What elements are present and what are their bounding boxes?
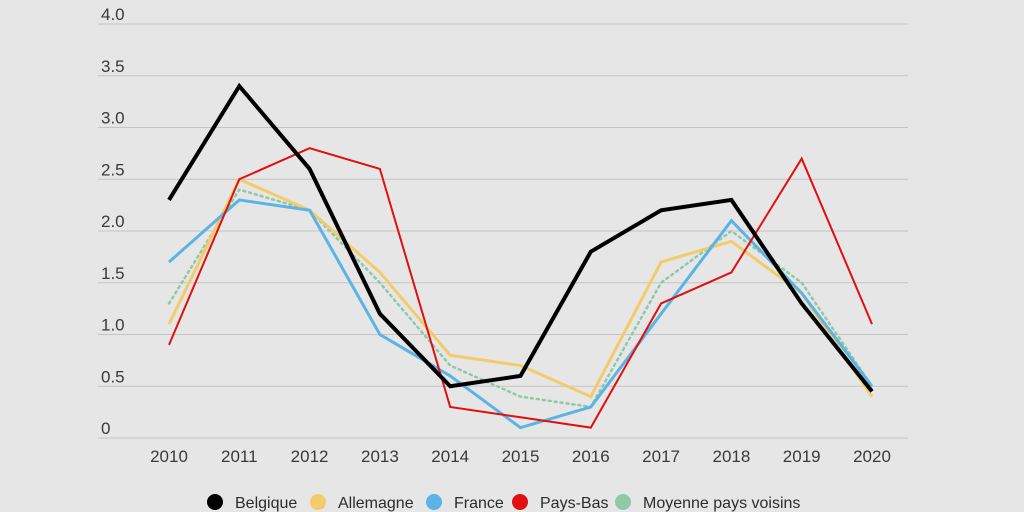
legend-label: Allemagne bbox=[338, 495, 414, 512]
x-tick-label: 2014 bbox=[431, 447, 469, 466]
legend-marker bbox=[207, 494, 223, 510]
legend-marker bbox=[310, 494, 326, 510]
y-tick-label: 0.5 bbox=[101, 367, 125, 386]
y-tick-label: 2.5 bbox=[101, 160, 125, 179]
legend-label: Pays-Bas bbox=[540, 495, 608, 512]
series-line-moyenne-pays-voisins bbox=[167, 188, 874, 409]
y-tick-label: 4.0 bbox=[101, 5, 125, 24]
legend-label: Moyenne pays voisins bbox=[643, 495, 800, 512]
x-axis-tick-labels: 2010 2011 2012 2013 2014 2015 2016 2017 2018 2019… bbox=[150, 447, 891, 466]
series-line-france bbox=[168, 198, 874, 430]
x-tick-label: 2010 bbox=[150, 447, 188, 466]
legend-label: Belgique bbox=[235, 495, 297, 512]
series-line-pays-bas bbox=[168, 147, 873, 429]
legend-marker bbox=[426, 494, 442, 510]
x-tick-label: 2012 bbox=[291, 447, 329, 466]
x-tick-label: 2016 bbox=[572, 447, 610, 466]
y-tick-label: 1.0 bbox=[101, 316, 125, 335]
grid-lines bbox=[98, 23, 908, 439]
legend-label: France bbox=[454, 495, 504, 512]
y-tick-label: 0 bbox=[101, 419, 110, 438]
y-tick-label: 1.5 bbox=[101, 264, 125, 283]
series-line-allemagne bbox=[167, 177, 874, 399]
series-line-belgique bbox=[167, 82, 874, 393]
y-tick-label: 3.0 bbox=[101, 109, 125, 128]
x-tick-label: 2018 bbox=[712, 447, 750, 466]
legend-marker bbox=[615, 494, 631, 510]
x-tick-label: 2015 bbox=[502, 447, 540, 466]
x-tick-label: 2011 bbox=[221, 447, 258, 466]
y-tick-label: 2.0 bbox=[101, 212, 125, 231]
y-axis-tick-labels: 0 0.5 1.0 1.5 2.0 2.5 3.0 3.5 4.0 bbox=[101, 5, 125, 438]
x-tick-label: 2017 bbox=[642, 447, 680, 466]
series-lines bbox=[167, 82, 874, 430]
y-tick-label: 3.5 bbox=[101, 57, 125, 76]
legend-marker bbox=[512, 494, 528, 510]
legend: Belgique Allemagne France Pays-Bas Moyenne p… bbox=[207, 494, 800, 512]
x-tick-label: 2020 bbox=[853, 447, 891, 466]
x-tick-label: 2019 bbox=[783, 447, 821, 466]
x-tick-label: 2013 bbox=[361, 447, 399, 466]
